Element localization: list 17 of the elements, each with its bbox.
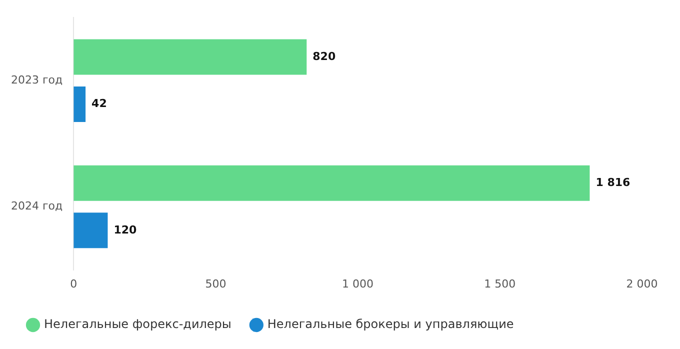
bar — [74, 39, 307, 75]
x-tick-label: 0 — [70, 277, 78, 290]
legend-label: Нелегальные брокеры и управляющие — [267, 317, 514, 332]
y-tick-label: 2023 год — [10, 74, 63, 87]
bar — [74, 165, 590, 201]
y-tick-label: 2024 год — [10, 200, 63, 213]
x-tick-label: 1 000 — [342, 277, 374, 290]
x-tick-label: 2 000 — [626, 277, 658, 290]
x-tick-label: 1 500 — [484, 277, 516, 290]
bar — [74, 86, 86, 122]
legend-label: Нелегальные форекс-дилеры — [44, 317, 232, 332]
data-label: 820 — [312, 50, 336, 63]
x-tick-label: 500 — [205, 277, 226, 290]
data-label: 42 — [92, 97, 107, 110]
bar — [74, 212, 108, 248]
data-label: 120 — [114, 223, 138, 236]
data-label: 1 816 — [596, 176, 630, 189]
